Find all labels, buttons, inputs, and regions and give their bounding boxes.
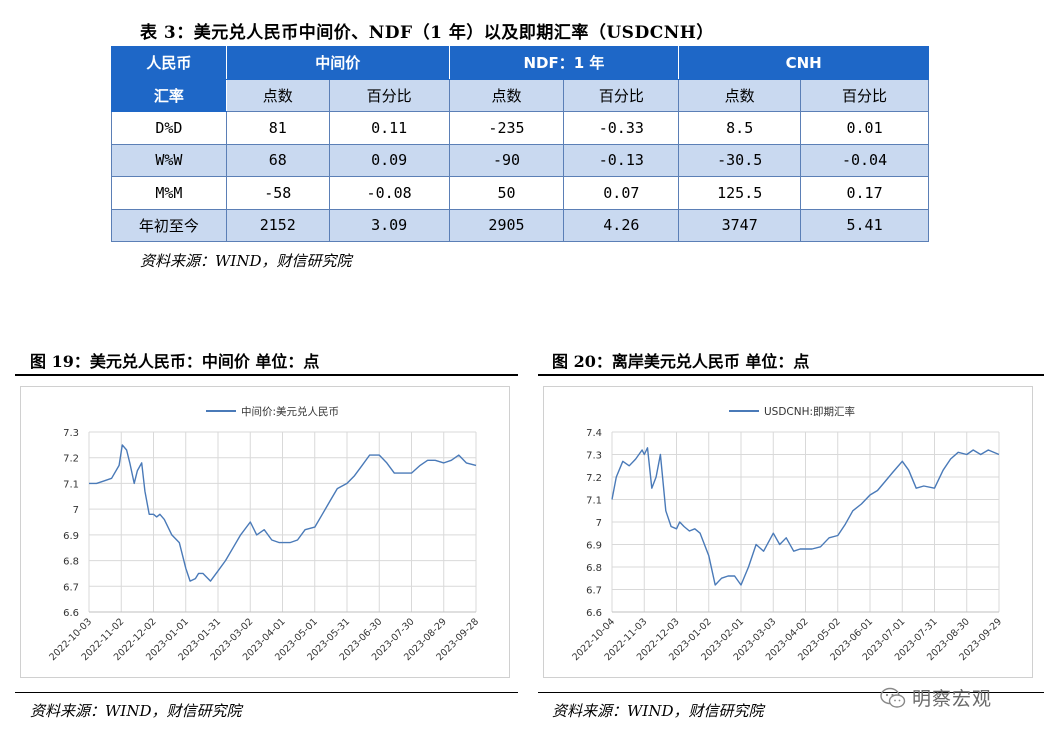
y-tick-label: 6.7 [586,586,602,597]
table-cell: 0.07 [563,176,680,210]
table-cell: 50 [448,176,565,210]
row-label: D%D [111,111,227,145]
figure-20-bottom-rule [538,692,1044,693]
table-cell: -0.33 [563,111,680,145]
table-row: M%M -58 -0.08 50 0.07 125.5 0.17 [111,176,929,210]
corner-header-top: 人民币 [111,46,227,80]
watermark-text: 明察宏观 [912,688,993,710]
table-cell: -0.13 [563,143,680,177]
y-tick-label: 6.9 [586,541,602,552]
subheader-cell: 百分比 [328,78,450,112]
table-row: D%D 81 0.11 -235 -0.33 8.5 0.01 [111,111,929,145]
table-cell: -0.08 [328,176,450,210]
y-tick-label: 7 [596,518,602,529]
legend-label: USDCNH:即期汇率 [764,405,855,418]
subheader-cell: 点数 [678,78,802,112]
table-cell: 125.5 [678,176,802,210]
y-tick-label: 6.7 [63,582,79,593]
y-tick-label: 6.8 [586,563,602,574]
table-cell: -0.04 [800,143,929,177]
legend-label: 中间价:美元兑人民币 [241,405,339,418]
figure-19-top-rule [15,374,518,376]
row-label: M%M [111,176,227,210]
watermark: 明察宏观 [880,684,992,711]
subheader-cell: 百分比 [800,78,929,112]
table-cell: 8.5 [678,111,802,145]
table-cell: 0.01 [800,111,929,145]
group-header-fixing: 中间价 [225,46,450,80]
row-label: W%W [111,143,227,177]
y-tick-label: 7.1 [586,496,602,507]
subheader-cell: 百分比 [563,78,680,112]
figure-20-top-rule [538,374,1044,376]
subheader-cell: 点数 [448,78,565,112]
group-header-cnh: CNH [678,46,929,80]
y-tick-label: 6.6 [586,608,602,619]
series-line [89,444,477,582]
group-header-ndf: NDF：1 年 [448,46,680,80]
table-cell: 68 [225,143,330,177]
table-source-note: 资料来源：WIND，财信研究院 [140,252,352,270]
figure-20-chart: 6.66.76.86.977.17.27.37.42022-10-042022-… [570,405,1004,663]
y-tick-label: 7.2 [63,454,79,465]
table-row: 年初至今 2152 3.09 2905 4.26 3747 5.41 [111,208,929,242]
table-cell: 2152 [225,208,330,242]
table-cell: 5.41 [800,208,929,242]
fx-table: 人民币 中间价 NDF：1 年 CNH 汇率 点数 百分比 点数 百分比 点数 … [111,46,929,242]
y-tick-label: 7.3 [586,451,602,462]
y-tick-label: 6.6 [63,608,79,619]
table-cell: -30.5 [678,143,802,177]
table-cell: -90 [448,143,565,177]
y-tick-label: 7 [73,505,79,516]
table-caption: 表 3：美元兑人民币中间价、NDF（1 年）以及即期汇率（USDCNH） [140,23,714,43]
table-cell: 2905 [448,208,565,242]
table-cell: 3747 [678,208,802,242]
table-cell: 3.09 [328,208,450,242]
subheader-cell: 点数 [225,78,330,112]
table-cell: 0.09 [328,143,450,177]
wechat-icon [880,687,906,708]
series-line [611,447,1000,586]
figure-19-chart-frame: 6.6 6.7 6.8 6.9 7 7.1 7.2 7.3 2022-10-03 2022-11-… [20,386,510,678]
table-cell: 81 [225,111,330,145]
table-cell: -235 [448,111,565,145]
figure-20-source-note: 资料来源：WIND，财信研究院 [552,702,764,720]
figure-19-chart: 6.66.76.86.977.17.27.32022-10-032022-11-… [47,405,481,663]
y-tick-label: 6.8 [63,557,79,568]
row-label: 年初至今 [111,208,227,242]
figure-19-bottom-rule [15,692,518,693]
table-cell: 4.26 [563,208,680,242]
y-tick-label: 7.3 [63,428,79,439]
figure-19-source-note: 资料来源：WIND，财信研究院 [30,702,242,720]
table-cell: -58 [225,176,330,210]
table-cell: 0.17 [800,176,929,210]
table-cell: 0.11 [328,111,450,145]
figure-19-title: 图 19：美元兑人民币：中间价 单位：点 [30,352,320,371]
y-tick-label: 7.2 [586,473,602,484]
y-tick-label: 7.4 [586,428,602,439]
corner-header-bottom: 汇率 [111,78,227,112]
table-row: W%W 68 0.09 -90 -0.13 -30.5 -0.04 [111,143,929,177]
y-tick-label: 7.1 [63,479,79,490]
y-tick-label: 6.9 [63,531,79,542]
figure-20-chart-frame: 6.6 6.7 6.8 6.9 7 7.1 7.2 7.3 7.4 2022-10-04 2022-… [543,386,1033,678]
figure-20-title: 图 20：离岸美元兑人民币 单位：点 [552,352,810,371]
